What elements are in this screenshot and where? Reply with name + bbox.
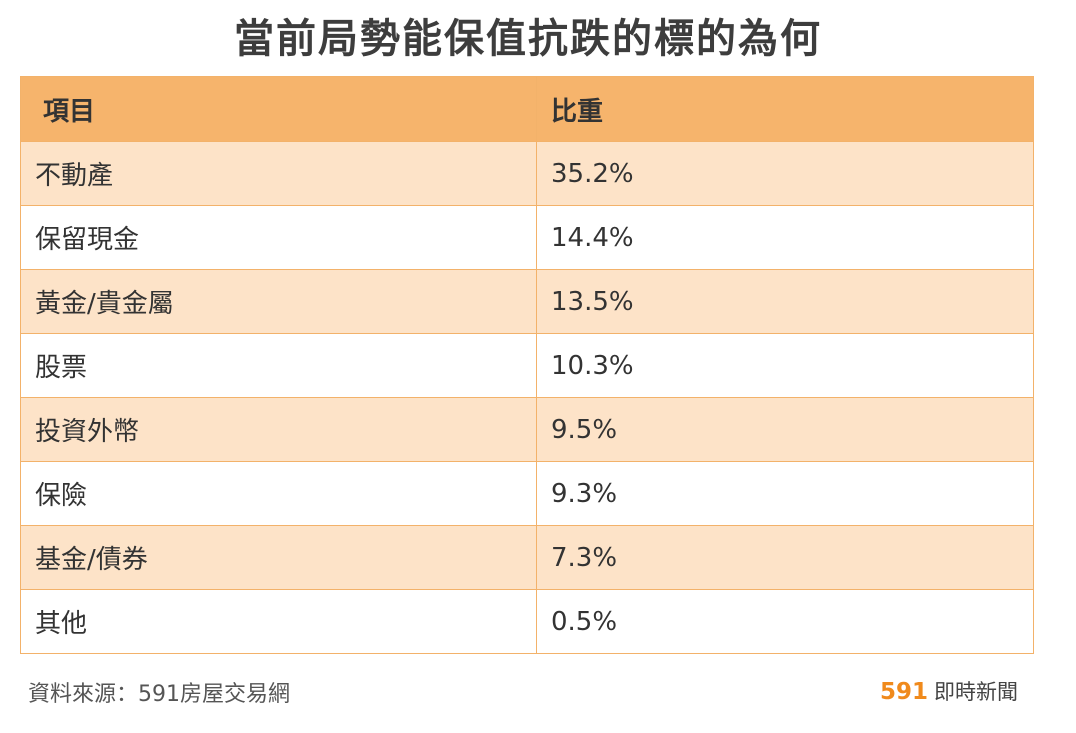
row-share-value: 35.2%: [536, 141, 1034, 206]
row-share-value: 9.5%: [536, 397, 1034, 462]
header-item: 項目: [20, 76, 537, 142]
row-item-label: 不動產: [20, 141, 537, 206]
brand-logo: 591 即時新聞: [880, 676, 1018, 706]
row-item-label: 基金/債券: [20, 525, 537, 590]
table-row: 保險 9.3%: [20, 461, 1034, 526]
row-item-label: 其他: [20, 589, 537, 654]
table-row: 投資外幣 9.5%: [20, 397, 1034, 462]
row-share-value: 0.5%: [536, 589, 1034, 654]
row-item-label: 股票: [20, 333, 537, 398]
data-table: 項目 比重 不動產 35.2% 保留現金 14.4% 黃金/貴金屬 13.5% …: [20, 76, 1034, 654]
row-item-label: 黃金/貴金屬: [20, 269, 537, 334]
table-row: 其他 0.5%: [20, 589, 1034, 654]
table-row: 基金/債券 7.3%: [20, 525, 1034, 590]
chart-title: 當前局勢能保值抗跌的標的為何: [234, 16, 822, 62]
table-row: 保留現金 14.4%: [20, 205, 1034, 270]
row-share-value: 14.4%: [536, 205, 1034, 270]
table-row: 股票 10.3%: [20, 333, 1034, 398]
table-row: 不動產 35.2%: [20, 141, 1034, 206]
source-note: 資料來源：591房屋交易網: [28, 682, 290, 707]
row-share-value: 10.3%: [536, 333, 1034, 398]
row-share-value: 13.5%: [536, 269, 1034, 334]
table-header-row: 項目 比重: [20, 76, 1034, 142]
row-share-value: 7.3%: [536, 525, 1034, 590]
brand-text: 即時新聞: [934, 680, 1018, 704]
row-item-label: 保留現金: [20, 205, 537, 270]
row-item-label: 投資外幣: [20, 397, 537, 462]
header-share: 比重: [536, 76, 1034, 142]
brand-number: 591: [879, 679, 928, 705]
row-item-label: 保險: [20, 461, 537, 526]
table-row: 黃金/貴金屬 13.5%: [20, 269, 1034, 334]
row-share-value: 9.3%: [536, 461, 1034, 526]
